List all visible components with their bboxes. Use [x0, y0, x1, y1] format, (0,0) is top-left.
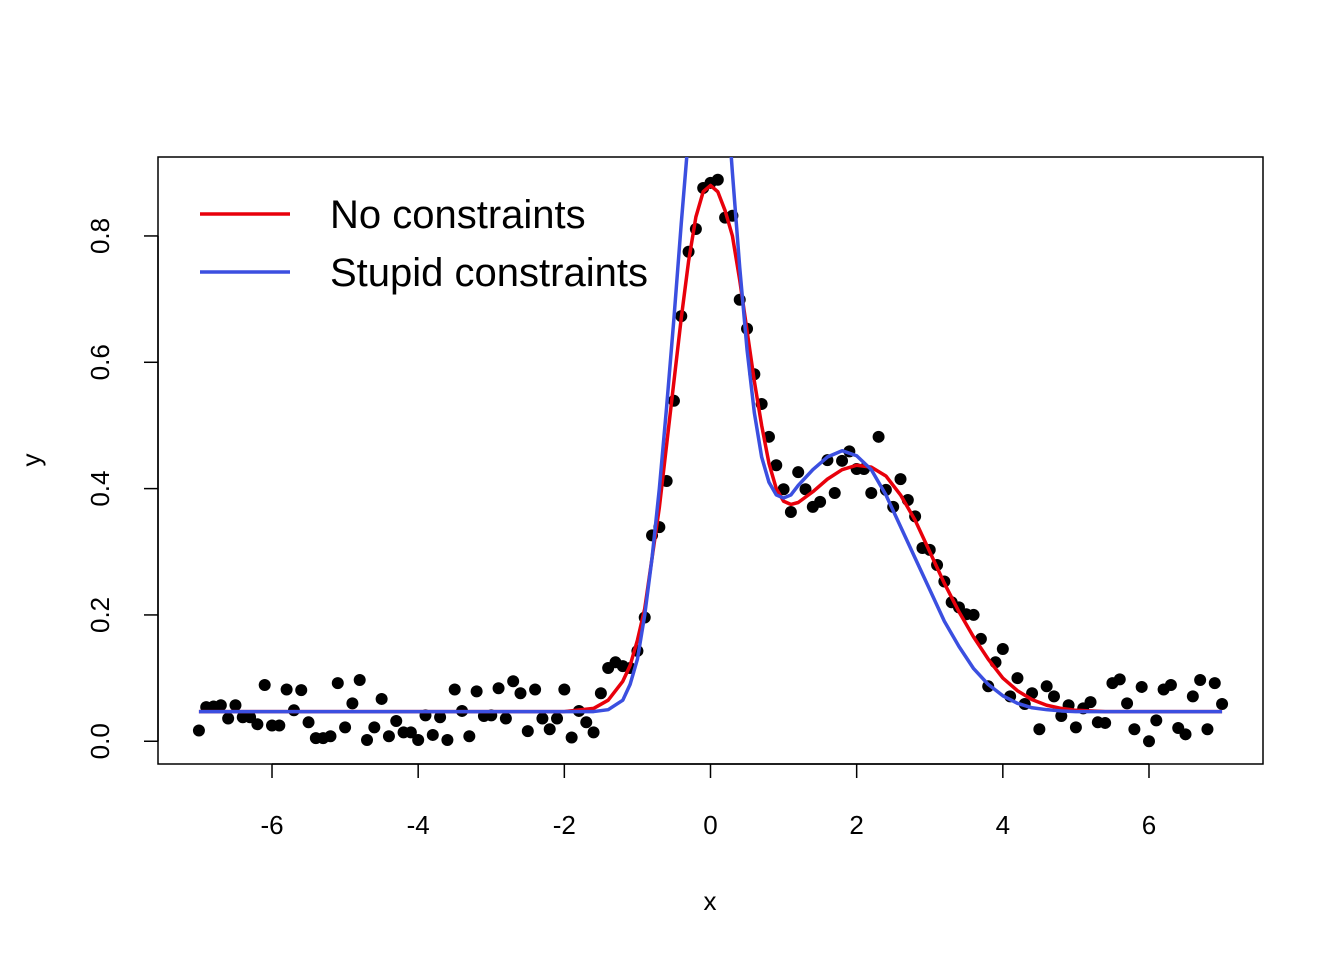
- data-point: [214, 699, 227, 712]
- data-point: [295, 684, 308, 697]
- data-point: [222, 712, 235, 725]
- y-tick-label: 0.4: [85, 471, 115, 507]
- x-tick-label: -4: [407, 810, 430, 840]
- data-point: [558, 683, 571, 696]
- data-point: [353, 673, 366, 686]
- x-axis-label: x: [704, 886, 717, 916]
- data-point: [543, 723, 556, 736]
- x-tick-label: 6: [1142, 810, 1156, 840]
- data-point: [1179, 728, 1192, 741]
- data-point: [814, 495, 827, 508]
- data-point: [448, 683, 461, 696]
- data-point: [1150, 714, 1163, 727]
- data-point: [770, 459, 783, 472]
- data-point: [339, 721, 352, 734]
- data-point: [836, 454, 849, 467]
- data-point: [192, 724, 205, 737]
- data-point: [529, 683, 542, 696]
- data-point: [551, 712, 564, 725]
- data-point: [1121, 697, 1134, 710]
- data-point: [382, 730, 395, 743]
- data-point: [799, 483, 812, 496]
- x-tick-label: -6: [260, 810, 283, 840]
- data-point: [580, 716, 593, 729]
- data-point: [587, 726, 600, 739]
- data-point: [470, 685, 483, 698]
- data-point: [536, 712, 549, 725]
- data-point: [1033, 723, 1046, 736]
- data-point: [1040, 680, 1053, 693]
- data-point: [258, 679, 271, 692]
- data-point: [1194, 673, 1207, 686]
- data-point: [441, 733, 454, 746]
- data-point: [404, 726, 417, 739]
- data-point: [1142, 735, 1155, 748]
- y-tick-label: 0.2: [85, 597, 115, 633]
- data-point: [792, 466, 805, 479]
- plot-area: [192, 157, 1229, 748]
- x-tick-label: 2: [849, 810, 863, 840]
- data-point: [251, 718, 264, 731]
- data-point: [412, 733, 425, 746]
- plot-frame: [157, 156, 1264, 765]
- data-point: [302, 716, 315, 729]
- data-point: [1099, 716, 1112, 729]
- data-point: [499, 712, 512, 725]
- data-point: [368, 721, 381, 734]
- data-point: [521, 725, 534, 738]
- data-point: [280, 683, 293, 696]
- data-point: [1216, 697, 1229, 710]
- data-point: [777, 483, 790, 496]
- data-point: [361, 733, 374, 746]
- data-point: [828, 487, 841, 500]
- data-point: [1084, 696, 1097, 709]
- data-point: [1135, 680, 1148, 693]
- data-point: [1047, 690, 1060, 703]
- data-point: [565, 731, 578, 744]
- data-point: [1055, 709, 1068, 722]
- data-point: [996, 643, 1009, 656]
- data-point: [390, 715, 403, 728]
- y-tick-label: 0.0: [85, 723, 115, 759]
- data-point: [594, 687, 607, 700]
- data-point: [375, 692, 388, 705]
- data-point: [1069, 721, 1082, 734]
- data-point: [463, 730, 476, 743]
- data-point: [967, 608, 980, 621]
- data-point: [507, 675, 520, 688]
- legend-label: Stupid constraints: [330, 251, 648, 295]
- x-tick-label: 4: [996, 810, 1010, 840]
- data-point: [865, 487, 878, 500]
- data-point: [711, 173, 724, 186]
- fit-line: [198, 157, 1223, 714]
- data-point: [426, 728, 439, 741]
- y-axis-label: y: [16, 454, 46, 467]
- y-tick-label: 0.8: [85, 218, 115, 254]
- data-point: [1164, 679, 1177, 692]
- data-point: [346, 697, 359, 710]
- x-tick-label: 0: [703, 810, 717, 840]
- data-point: [1128, 723, 1141, 736]
- x-tick-label: -2: [553, 810, 576, 840]
- data-point: [1208, 677, 1221, 690]
- y-tick-label: 0.6: [85, 344, 115, 380]
- data-point: [872, 430, 885, 443]
- data-point: [229, 699, 242, 712]
- data-point: [514, 687, 527, 700]
- data-point: [492, 682, 505, 695]
- data-point: [331, 677, 344, 690]
- data-point: [1186, 690, 1199, 703]
- data-point: [1011, 672, 1024, 685]
- data-point: [1113, 673, 1126, 686]
- legend-label: No constraints: [330, 193, 586, 237]
- data-point: [784, 505, 797, 518]
- data-point: [273, 719, 286, 732]
- data-point: [894, 473, 907, 486]
- data-point: [1201, 723, 1214, 736]
- data-point: [434, 711, 447, 724]
- data-point: [324, 730, 337, 743]
